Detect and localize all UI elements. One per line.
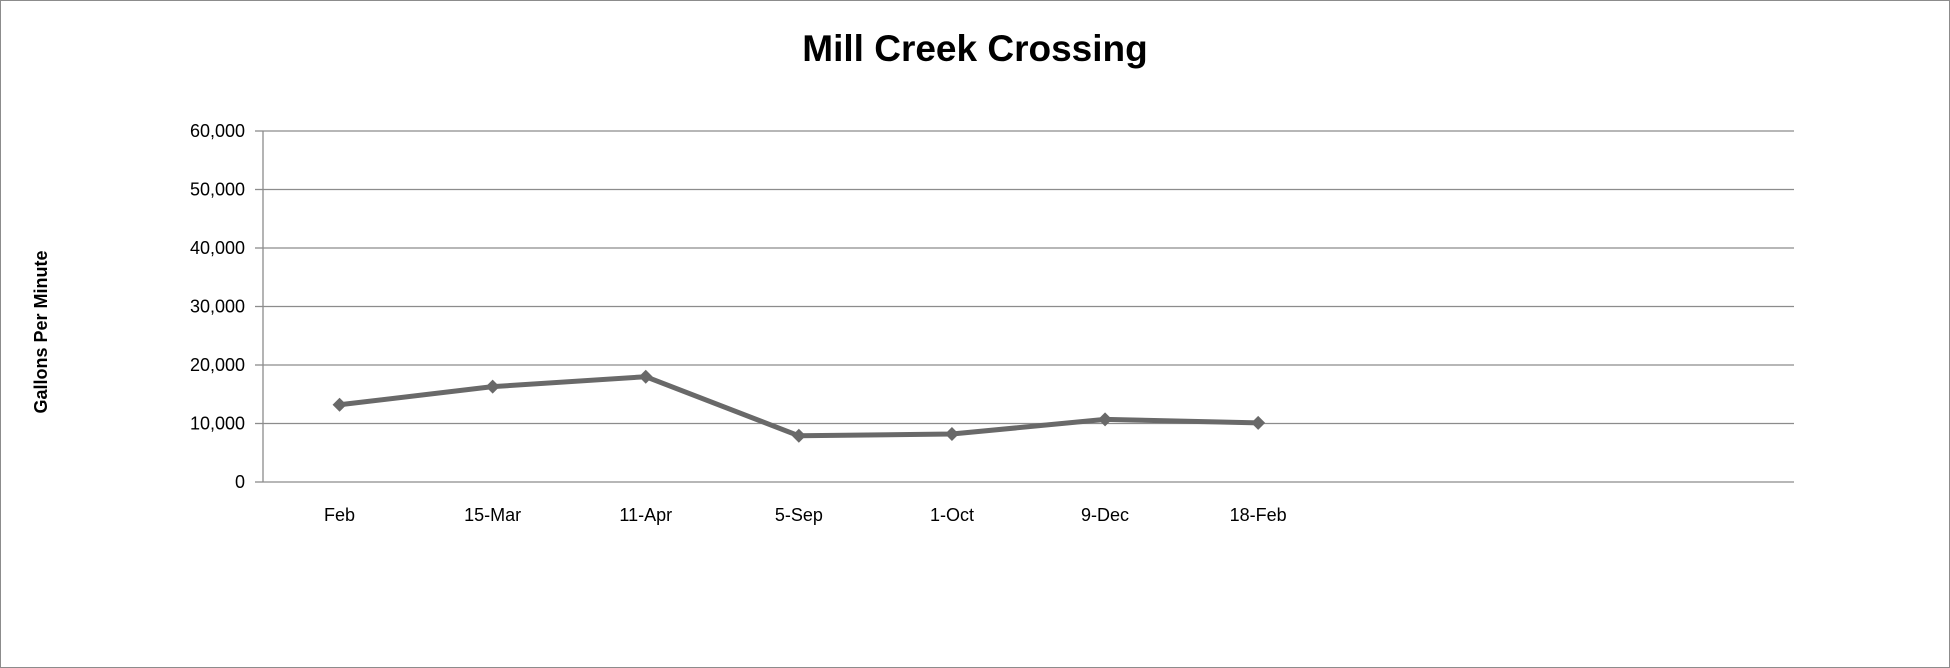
- x-tick-label: 11-Apr: [619, 505, 672, 525]
- y-axis-label: Gallons Per Minute: [31, 250, 51, 413]
- y-tick-labels: 0 10,000 20,000 30,000 40,000 50,000 60,000: [190, 121, 245, 492]
- series-line: [337, 374, 1261, 439]
- x-tick-label: 15-Mar: [464, 505, 521, 525]
- data-point-marker: [1098, 412, 1113, 427]
- y-tick-label: 50,000: [190, 180, 245, 200]
- chart-title: Mill Creek Crossing: [802, 28, 1147, 69]
- x-tick-label: Feb: [324, 505, 355, 525]
- y-tick-label: 10,000: [190, 414, 245, 434]
- y-tick-label: 60,000: [190, 121, 245, 141]
- data-point-marker: [1251, 415, 1266, 430]
- y-tick-label: 40,000: [190, 238, 245, 258]
- data-point-marker: [944, 427, 959, 442]
- series-layer: [332, 369, 1266, 443]
- data-point-marker: [638, 369, 653, 384]
- data-point-marker: [332, 397, 347, 412]
- data-point-marker: [791, 428, 806, 443]
- x-tick-labels: Feb 15-Mar 11-Apr 5-Sep 1-Oct 9-Dec 18-Feb: [324, 505, 1287, 525]
- y-tick-label: 0: [235, 472, 245, 492]
- gridlines: [255, 130, 1794, 483]
- x-tick-label: 9-Dec: [1081, 505, 1129, 525]
- x-tick-label: 5-Sep: [775, 505, 823, 525]
- y-tick-label: 30,000: [190, 297, 245, 317]
- y-tick-label: 20,000: [190, 355, 245, 375]
- data-point-marker: [485, 379, 500, 394]
- x-tick-label: 1-Oct: [930, 505, 974, 525]
- x-tick-label: 18-Feb: [1230, 505, 1287, 525]
